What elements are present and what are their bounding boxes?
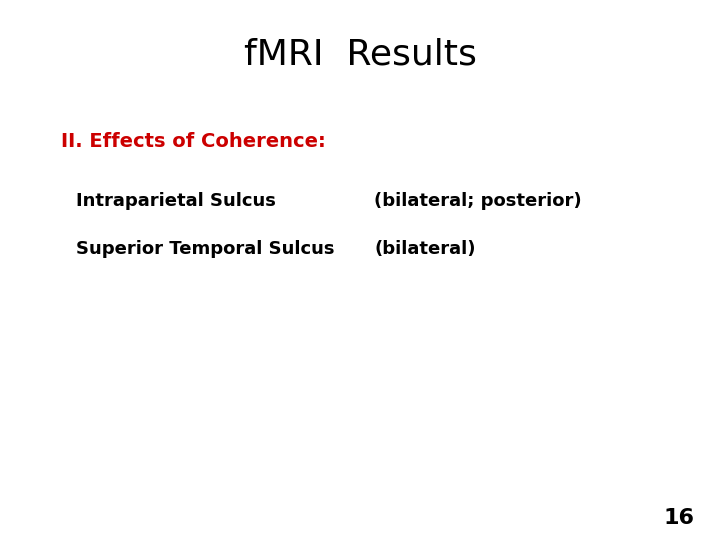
Text: (bilateral): (bilateral) (374, 240, 476, 258)
Text: Superior Temporal Sulcus: Superior Temporal Sulcus (76, 240, 334, 258)
Text: Intraparietal Sulcus: Intraparietal Sulcus (76, 192, 276, 210)
Text: II. Effects of Coherence:: II. Effects of Coherence: (61, 132, 326, 151)
Text: 16: 16 (664, 508, 695, 528)
Text: fMRI  Results: fMRI Results (243, 38, 477, 72)
Text: (bilateral; posterior): (bilateral; posterior) (374, 192, 582, 210)
